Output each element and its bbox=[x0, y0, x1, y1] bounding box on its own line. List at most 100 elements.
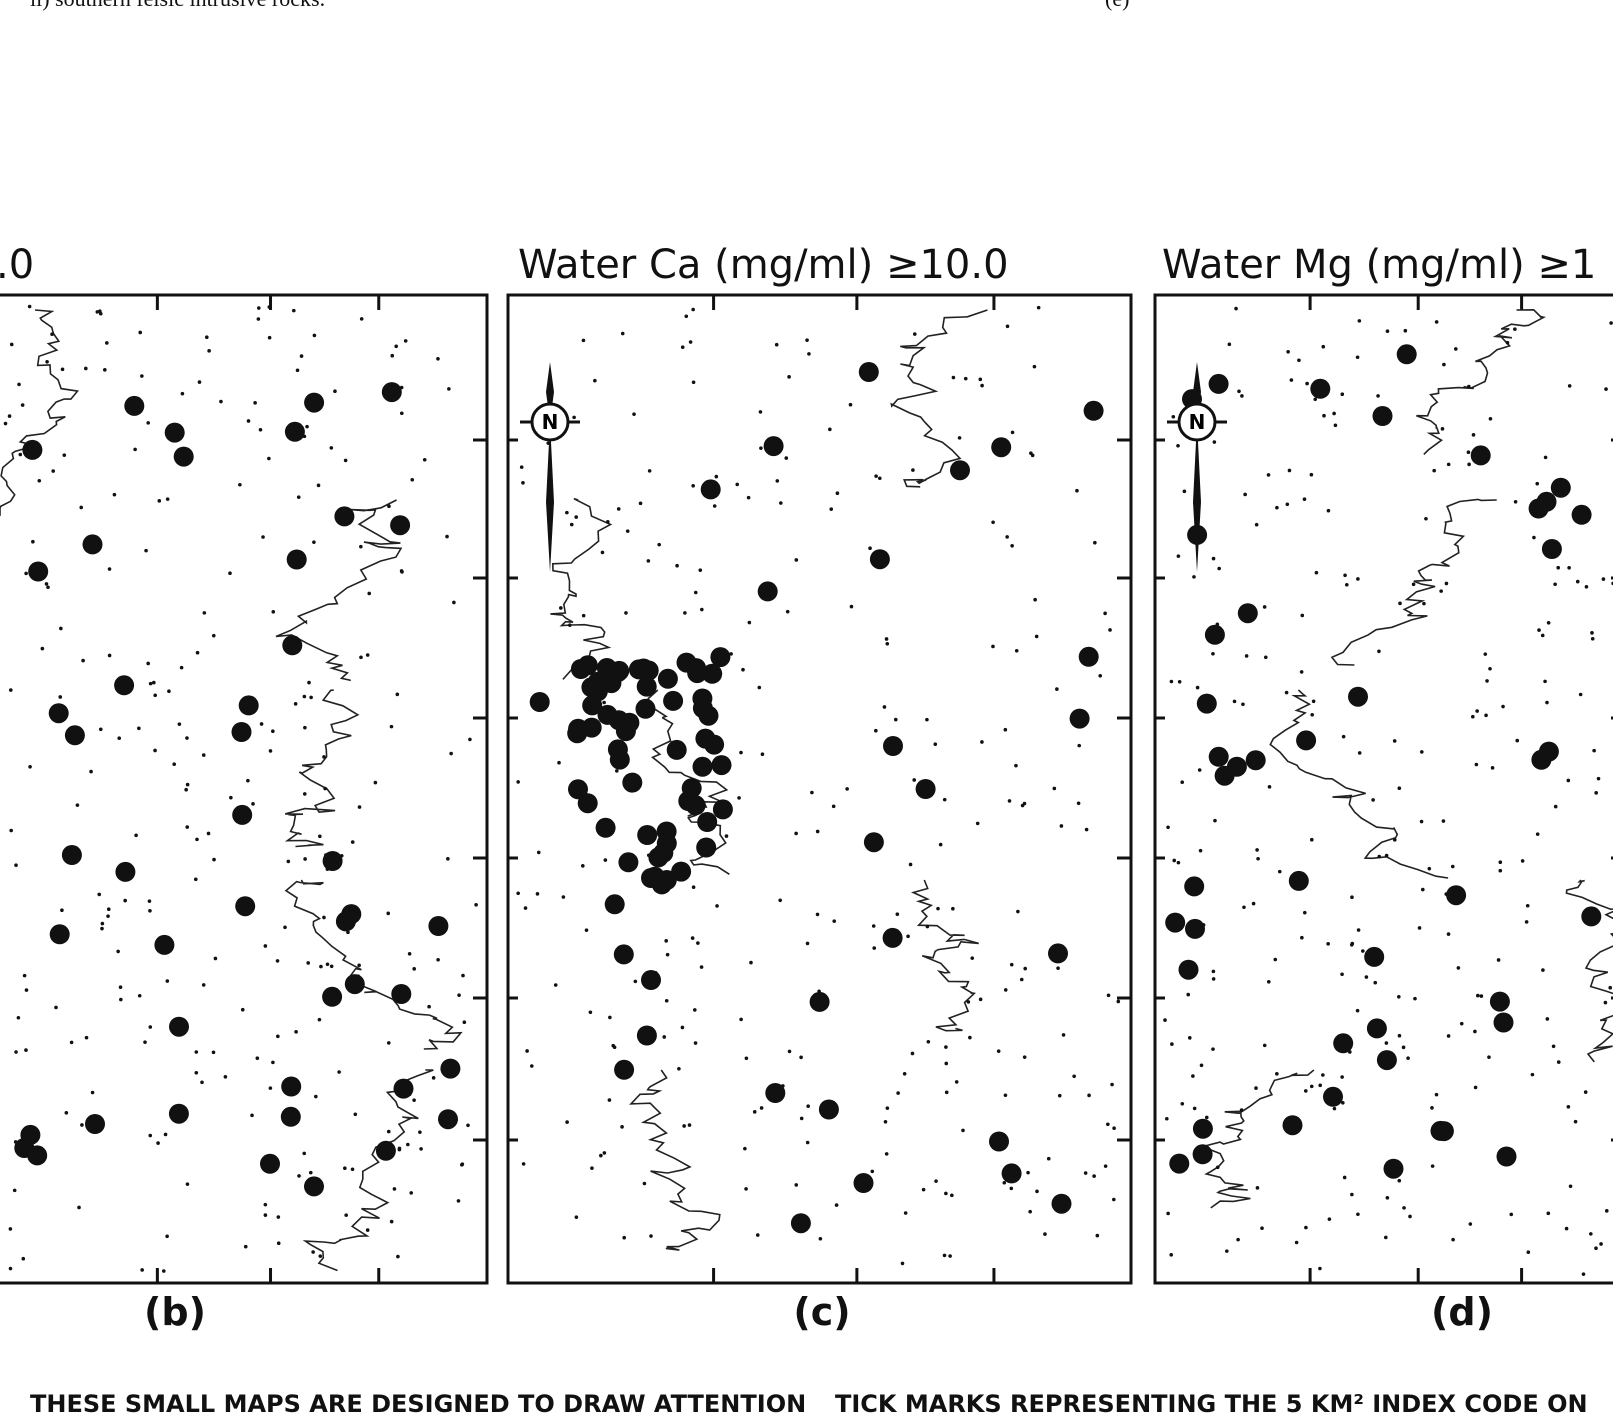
sample-site bbox=[1108, 628, 1112, 632]
anomaly-site bbox=[1384, 1159, 1404, 1179]
sample-site bbox=[1035, 1190, 1039, 1194]
sample-site bbox=[238, 483, 242, 487]
sample-site bbox=[1541, 968, 1545, 972]
sample-site bbox=[868, 546, 872, 550]
sample-site bbox=[1343, 573, 1347, 577]
sample-site bbox=[739, 1018, 743, 1022]
sample-site bbox=[9, 1227, 13, 1231]
sample-site bbox=[1521, 859, 1525, 863]
sample-site bbox=[461, 974, 465, 978]
sample-site bbox=[1107, 994, 1111, 998]
sample-site bbox=[585, 928, 589, 932]
anomaly-site bbox=[758, 581, 778, 601]
sample-site bbox=[806, 1104, 810, 1108]
sample-site bbox=[739, 751, 743, 755]
sample-site bbox=[264, 944, 268, 948]
anomaly-site bbox=[989, 1132, 1009, 1152]
sample-site bbox=[1327, 509, 1331, 513]
anomaly-site bbox=[1185, 919, 1205, 939]
sample-site bbox=[198, 380, 202, 384]
anomaly-site bbox=[323, 851, 343, 871]
sample-site bbox=[1116, 1000, 1120, 1004]
sample-site bbox=[8, 414, 12, 418]
anomaly-site bbox=[1367, 1018, 1387, 1038]
sample-site bbox=[1498, 869, 1502, 873]
sample-site bbox=[1488, 667, 1492, 671]
sample-site bbox=[961, 1129, 965, 1133]
sample-site bbox=[1343, 1176, 1347, 1180]
sample-site bbox=[212, 634, 216, 638]
sample-site bbox=[1373, 981, 1377, 985]
sample-site bbox=[700, 965, 704, 969]
sample-site bbox=[1567, 566, 1571, 570]
sample-site bbox=[648, 469, 652, 473]
coastline bbox=[913, 880, 978, 1031]
sample-site bbox=[779, 501, 783, 505]
sample-site bbox=[725, 834, 729, 838]
anomaly-site bbox=[65, 725, 85, 745]
sample-site bbox=[51, 469, 55, 473]
anomaly-site bbox=[637, 1026, 657, 1046]
sample-site bbox=[1043, 1232, 1047, 1236]
sample-site bbox=[1023, 967, 1027, 971]
sample-site bbox=[694, 1041, 698, 1045]
sample-site bbox=[1421, 888, 1425, 892]
sample-site bbox=[214, 957, 218, 961]
sample-site bbox=[698, 568, 702, 572]
sample-site bbox=[259, 428, 263, 432]
sample-site bbox=[759, 410, 763, 414]
sample-site bbox=[24, 572, 28, 576]
sample-site bbox=[99, 727, 103, 731]
sample-site bbox=[1485, 679, 1489, 683]
sample-site bbox=[9, 1267, 13, 1271]
sample-site bbox=[1233, 700, 1237, 704]
anomaly-site bbox=[50, 924, 70, 944]
sample-site bbox=[468, 738, 472, 742]
sample-site bbox=[257, 317, 261, 321]
coastline bbox=[0, 310, 78, 516]
sample-site bbox=[1213, 819, 1217, 823]
sample-site bbox=[17, 1016, 21, 1020]
sample-site bbox=[1544, 456, 1548, 460]
sample-site bbox=[606, 520, 610, 524]
sample-site bbox=[1321, 345, 1325, 349]
sample-site bbox=[207, 832, 211, 836]
anomaly-site bbox=[1397, 344, 1417, 364]
sample-site bbox=[241, 1008, 245, 1012]
sample-site bbox=[582, 339, 586, 343]
anomaly-site bbox=[618, 852, 638, 872]
sample-site bbox=[423, 458, 427, 462]
sample-site bbox=[318, 835, 322, 839]
sample-site bbox=[157, 499, 161, 503]
sample-site bbox=[885, 637, 889, 641]
sample-site bbox=[1256, 1186, 1260, 1190]
sample-site bbox=[1474, 1086, 1478, 1090]
sample-site bbox=[1515, 739, 1519, 743]
sample-site bbox=[21, 403, 25, 407]
sample-site bbox=[330, 964, 334, 968]
sample-site bbox=[1212, 977, 1216, 981]
sample-site bbox=[261, 535, 265, 539]
sample-site bbox=[1263, 1044, 1267, 1048]
sample-site bbox=[1304, 1226, 1308, 1230]
sample-site bbox=[23, 974, 27, 978]
sample-site bbox=[1180, 1102, 1184, 1106]
sample-site bbox=[1166, 1212, 1170, 1216]
sample-site bbox=[351, 1168, 355, 1172]
sample-site bbox=[300, 354, 304, 358]
sample-site bbox=[1543, 680, 1547, 684]
sample-site bbox=[246, 779, 250, 783]
sample-site bbox=[1604, 1001, 1608, 1005]
sample-site bbox=[647, 559, 651, 563]
sample-site bbox=[1447, 463, 1451, 467]
anomaly-site bbox=[819, 1100, 839, 1120]
sample-site bbox=[1060, 824, 1064, 828]
sample-site bbox=[366, 1228, 370, 1232]
sample-site bbox=[807, 352, 811, 356]
sample-site bbox=[37, 479, 41, 483]
sample-site bbox=[806, 942, 810, 946]
sample-site bbox=[795, 558, 799, 562]
sample-site bbox=[524, 906, 528, 910]
anomaly-site bbox=[1197, 694, 1217, 714]
anomaly-site bbox=[341, 904, 361, 924]
